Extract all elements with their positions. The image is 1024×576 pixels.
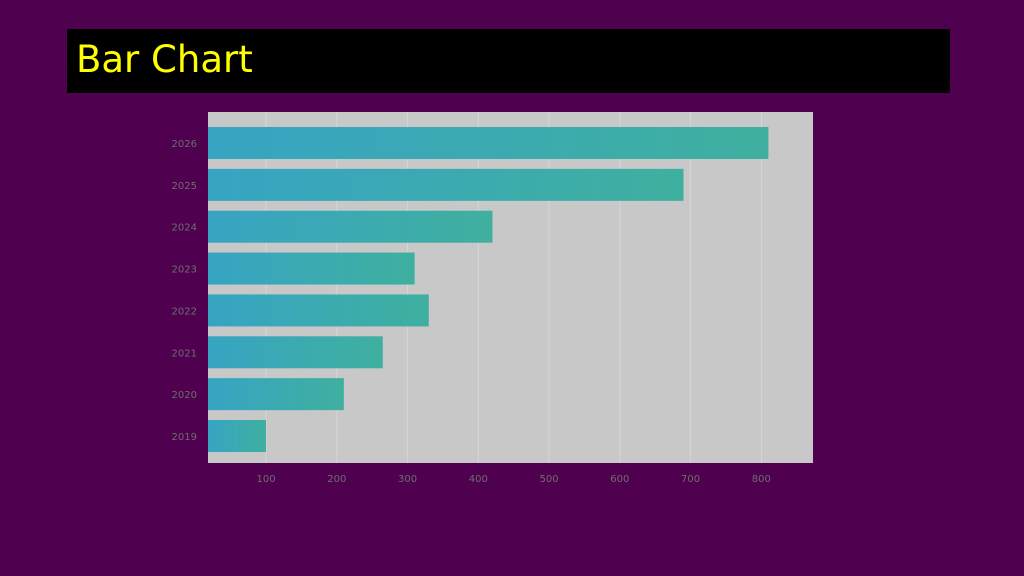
- y-tick-label-2026: 2026: [172, 139, 197, 150]
- bar-2020: [208, 378, 344, 411]
- bar-2019: [208, 420, 267, 452]
- bar-2022: [208, 294, 429, 327]
- x-tick-label: 500: [540, 474, 559, 485]
- x-tick-label: 800: [752, 474, 771, 485]
- bar-2024: [208, 210, 493, 243]
- slide-title: Bar Chart: [76, 38, 253, 81]
- plot-area: [208, 112, 813, 463]
- x-tick-label: 300: [398, 474, 417, 485]
- bar-2023: [208, 252, 415, 285]
- bar-2021: [208, 336, 383, 369]
- y-tick-label-2024: 2024: [172, 223, 197, 234]
- bar-2025: [208, 168, 684, 201]
- y-tick-label-2023: 2023: [172, 265, 197, 276]
- x-axis-tick-labels: 100 200 300 400 500 600 700 800: [256, 474, 770, 485]
- bar-2026: [208, 127, 769, 159]
- x-tick-label: 400: [469, 474, 488, 485]
- y-tick-label-2025: 2025: [172, 181, 197, 192]
- x-tick-label: 600: [610, 474, 629, 485]
- x-tick-label: 100: [256, 474, 275, 485]
- x-tick-label: 700: [681, 474, 700, 485]
- title-bar: Bar Chart: [67, 29, 950, 93]
- x-tick-label: 200: [327, 474, 346, 485]
- y-axis-tick-labels: 2019 2020 2021 2022 2023 2024 2025 2026: [172, 139, 197, 443]
- bars: [208, 127, 769, 452]
- y-tick-label-2019: 2019: [172, 432, 197, 443]
- y-tick-label-2021: 2021: [172, 348, 197, 359]
- y-tick-label-2020: 2020: [172, 390, 197, 401]
- y-tick-label-2022: 2022: [172, 306, 197, 317]
